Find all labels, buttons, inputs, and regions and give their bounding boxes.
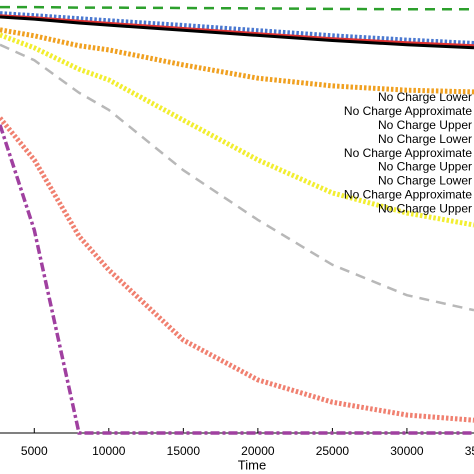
x-axis-label: Time — [238, 457, 266, 472]
series-line — [0, 32, 474, 228]
series-line — [0, 43, 474, 312]
series-line — [0, 124, 474, 435]
legend-label: No Charge Upper — [378, 118, 472, 132]
legend-label: No Charge Lower — [378, 132, 472, 146]
legend-label: No Charge Approximate — [344, 187, 472, 201]
series-line — [0, 5, 474, 11]
x-tick-label: 10000 — [92, 444, 126, 458]
series-line — [0, 15, 474, 50]
series-line — [0, 11, 474, 46]
series-line — [0, 116, 474, 423]
legend-label: No Charge Upper — [378, 160, 472, 174]
series-line — [0, 14, 474, 48]
legend-label: No Charge Approximate — [344, 146, 472, 160]
legend-label: No Charge Lower — [378, 90, 472, 104]
x-tick-label: 35000 — [465, 444, 474, 458]
legend-label: No Charge Upper — [378, 201, 472, 215]
x-tick-label: 20000 — [241, 444, 275, 458]
legend-label: No Charge Approximate — [344, 104, 472, 118]
x-tick-label: 15000 — [167, 444, 201, 458]
legend-label: No Charge Lower — [378, 174, 472, 188]
x-tick-label: 5000 — [21, 444, 48, 458]
x-tick-label: 25000 — [316, 444, 350, 458]
series-line — [0, 27, 474, 95]
x-tick-label: 30000 — [390, 444, 424, 458]
